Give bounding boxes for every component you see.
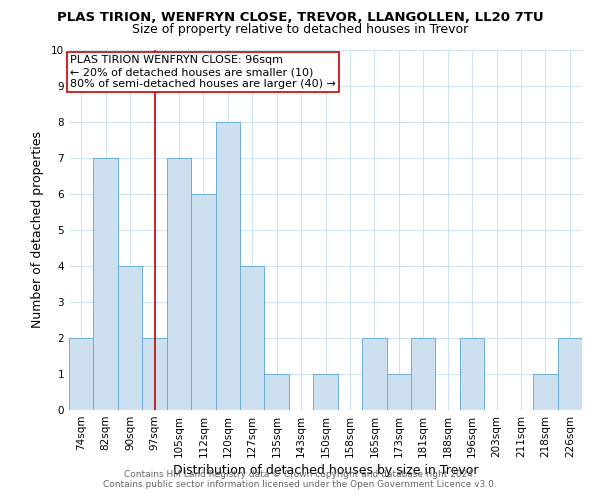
Bar <box>460 338 484 410</box>
X-axis label: Distribution of detached houses by size in Trevor: Distribution of detached houses by size … <box>173 464 478 477</box>
Bar <box>167 158 191 410</box>
Bar <box>533 374 557 410</box>
Bar <box>557 338 582 410</box>
Bar <box>142 338 167 410</box>
Bar <box>215 122 240 410</box>
Bar <box>94 158 118 410</box>
Text: PLAS TIRION WENFRYN CLOSE: 96sqm
← 20% of detached houses are smaller (10)
80% o: PLAS TIRION WENFRYN CLOSE: 96sqm ← 20% o… <box>70 56 336 88</box>
Y-axis label: Number of detached properties: Number of detached properties <box>31 132 44 328</box>
Bar <box>411 338 436 410</box>
Bar <box>118 266 142 410</box>
Text: Contains HM Land Registry data © Crown copyright and database right 2024.
Contai: Contains HM Land Registry data © Crown c… <box>103 470 497 489</box>
Bar <box>265 374 289 410</box>
Text: PLAS TIRION, WENFRYN CLOSE, TREVOR, LLANGOLLEN, LL20 7TU: PLAS TIRION, WENFRYN CLOSE, TREVOR, LLAN… <box>56 11 544 24</box>
Bar <box>386 374 411 410</box>
Bar <box>240 266 265 410</box>
Bar <box>191 194 215 410</box>
Bar <box>313 374 338 410</box>
Text: Size of property relative to detached houses in Trevor: Size of property relative to detached ho… <box>132 22 468 36</box>
Bar <box>362 338 386 410</box>
Bar <box>69 338 94 410</box>
